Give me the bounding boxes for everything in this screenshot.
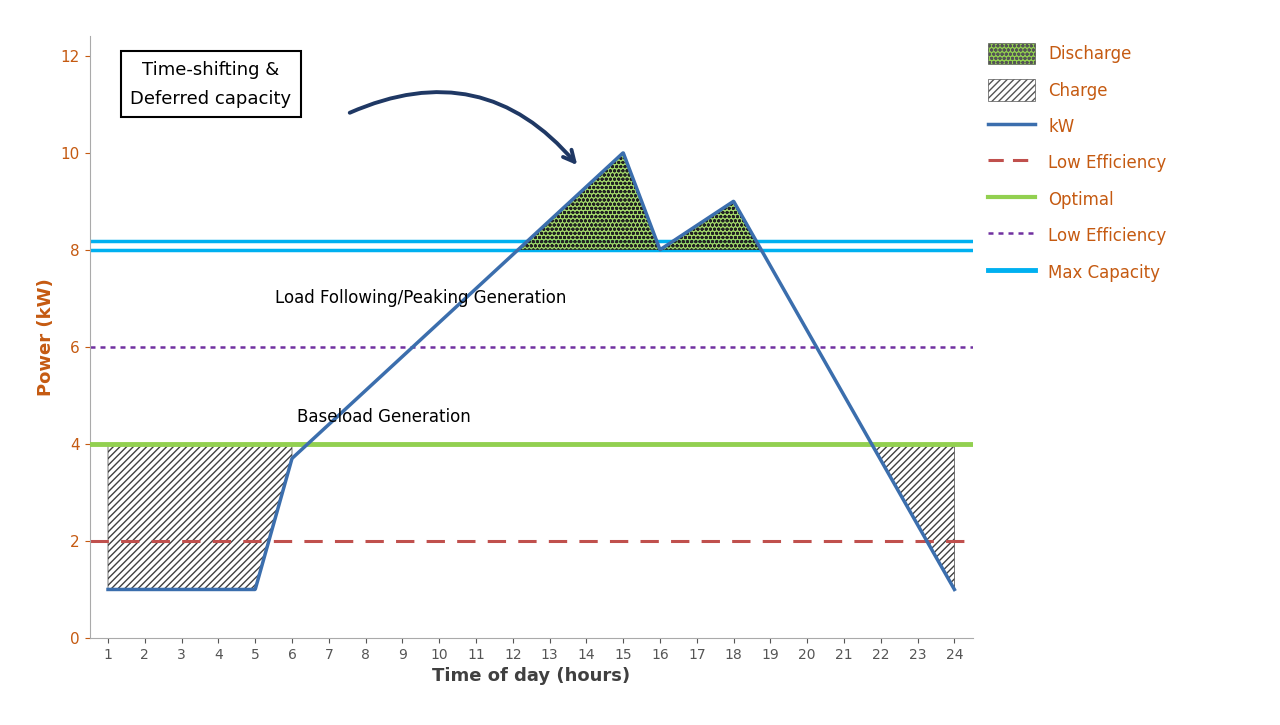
Text: Load Following/Peaking Generation: Load Following/Peaking Generation [275,289,567,307]
Legend: Discharge, Charge, kW, Low Efficiency, Optimal, Low Efficiency, Max Capacity: Discharge, Charge, kW, Low Efficiency, O… [982,36,1174,289]
Text: Time-shifting &
Deferred capacity: Time-shifting & Deferred capacity [131,60,292,108]
Polygon shape [872,444,955,589]
Y-axis label: Power (kW): Power (kW) [37,278,55,396]
Text: Baseload Generation: Baseload Generation [297,408,471,426]
Polygon shape [108,444,292,589]
Polygon shape [518,153,660,250]
X-axis label: Time of day (hours): Time of day (hours) [433,667,630,685]
Polygon shape [660,202,762,250]
